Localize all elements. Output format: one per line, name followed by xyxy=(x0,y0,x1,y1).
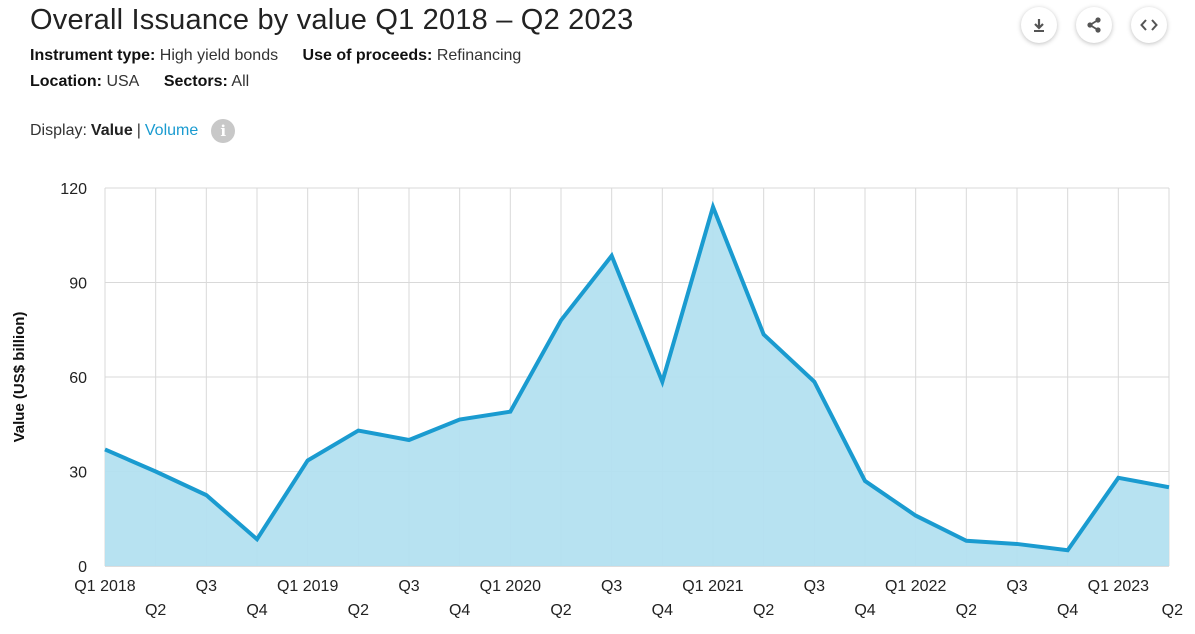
embed-button[interactable] xyxy=(1131,7,1167,43)
data-point[interactable] xyxy=(101,445,109,453)
data-point[interactable] xyxy=(304,456,312,464)
x-axis: Q1 2018 Q2 Q3 Q4 Q1 2019 Q2 Q3 Q4 Q1 2020 Q2 Q3 Q4 Q… xyxy=(74,578,1183,619)
x-tick-label: Q4 xyxy=(652,602,673,619)
x-tick-label: Q4 xyxy=(1057,602,1078,619)
y-tick-label: 60 xyxy=(69,370,87,387)
x-tick-label: Q4 xyxy=(449,602,470,619)
x-tick-label: Q1 2018 xyxy=(74,578,135,595)
data-point[interactable] xyxy=(253,535,261,543)
data-point[interactable] xyxy=(506,408,514,416)
data-point[interactable] xyxy=(962,537,970,545)
share-icon xyxy=(1087,17,1101,33)
filter-value: USA xyxy=(106,73,140,90)
info-icon[interactable]: i xyxy=(211,119,236,143)
filter-label: Sectors: xyxy=(163,73,228,90)
x-tick-label: Q3 xyxy=(196,578,217,595)
filter-sectors: Sectors: All xyxy=(164,73,249,90)
x-tick-label: Q4 xyxy=(854,602,875,619)
data-point[interactable] xyxy=(760,330,768,338)
x-tick-label: Q1 2020 xyxy=(480,578,541,595)
download-icon xyxy=(1034,19,1044,32)
y-tick-label: 90 xyxy=(69,276,87,293)
y-tick-label: 0 xyxy=(78,559,87,576)
x-tick-label: Q2 xyxy=(550,602,571,619)
data-point[interactable] xyxy=(709,203,717,211)
data-point[interactable] xyxy=(1064,546,1072,554)
data-point[interactable] xyxy=(1013,540,1021,548)
x-tick-label: Q1 2021 xyxy=(682,578,743,595)
x-tick-label: Q2 xyxy=(145,602,166,619)
x-tick-label: Q1 2023 xyxy=(1088,578,1149,595)
x-tick-label: Q3 xyxy=(1006,578,1027,595)
data-point[interactable] xyxy=(861,477,869,485)
x-tick-label: Q2 xyxy=(1162,602,1183,619)
x-tick-label: Q2 xyxy=(348,602,369,619)
filter-location: Location: USA xyxy=(30,73,139,90)
display-label: Display: xyxy=(30,122,87,139)
filter-label: Instrument type: xyxy=(30,47,156,64)
display-option-volume[interactable]: Volume xyxy=(144,122,199,139)
filter-label: Location: xyxy=(30,73,102,90)
filter-row-1: Instrument type: High yield bonds Use of… xyxy=(30,47,541,65)
area-fill xyxy=(105,206,1169,566)
x-tick-label: Q2 xyxy=(956,602,977,619)
share-button[interactable] xyxy=(1076,7,1112,43)
data-point[interactable] xyxy=(912,512,920,520)
filter-label: Use of proceeds: xyxy=(302,47,433,64)
embed-icon xyxy=(1140,19,1158,31)
series-line xyxy=(104,200,1170,553)
x-tick-label: Q1 2022 xyxy=(885,578,946,595)
data-point[interactable] xyxy=(202,491,210,499)
data-point[interactable] xyxy=(456,416,464,424)
filter-value: Refinancing xyxy=(436,47,522,64)
y-tick-label: 120 xyxy=(60,181,87,198)
y-tick-label: 30 xyxy=(69,465,87,482)
x-tick-label: Q1 2019 xyxy=(277,578,338,595)
filter-value: High yield bonds xyxy=(159,47,279,64)
display-toggle: Display: Value | Volume i xyxy=(30,119,236,143)
y-axis: 0 30 60 90 120 xyxy=(60,181,87,576)
filter-instrument-type: Instrument type: High yield bonds xyxy=(30,47,278,64)
data-point[interactable] xyxy=(1114,474,1122,482)
data-point[interactable] xyxy=(608,252,616,260)
x-tick-label: Q2 xyxy=(753,602,774,619)
display-option-value[interactable]: Value xyxy=(90,122,133,139)
data-point[interactable] xyxy=(354,427,362,435)
chart-title: Overall Issuance by value Q1 2018 – Q2 2… xyxy=(30,4,634,36)
data-point[interactable] xyxy=(557,316,565,324)
filter-row-2: Location: USA Sectors: All xyxy=(30,73,269,91)
data-point[interactable] xyxy=(152,468,160,476)
x-tick-label: Q3 xyxy=(601,578,622,595)
data-point[interactable] xyxy=(810,378,818,386)
x-tick-label: Q3 xyxy=(804,578,825,595)
data-point[interactable] xyxy=(1165,483,1173,491)
x-tick-label: Q3 xyxy=(398,578,419,595)
display-separator: | xyxy=(136,122,141,139)
data-point[interactable] xyxy=(405,436,413,444)
download-button[interactable] xyxy=(1021,7,1057,43)
data-point[interactable] xyxy=(658,378,666,386)
y-axis-label: Value (US$ billion) xyxy=(11,312,28,443)
filter-use-of-proceeds: Use of proceeds: Refinancing xyxy=(303,47,522,64)
filter-value: All xyxy=(231,73,250,90)
x-tick-label: Q4 xyxy=(246,602,267,619)
